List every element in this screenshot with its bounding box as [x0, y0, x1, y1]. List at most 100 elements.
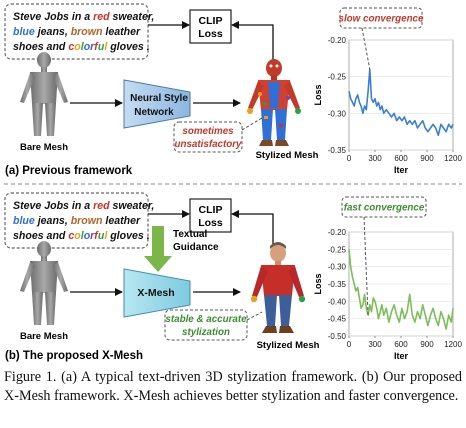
- y-tick-label: -0.20: [328, 228, 347, 237]
- prompt-word: Steve Jobs in a: [13, 200, 93, 212]
- xmesh-label: X-Mesh: [137, 287, 174, 299]
- x-tick-label: 900: [420, 340, 434, 349]
- y-tick-label: -0.30: [328, 263, 347, 272]
- x-tick-label: 0: [347, 154, 352, 163]
- xmesh-network-b: [123, 268, 191, 318]
- x-tick-label: 300: [368, 154, 382, 163]
- prompt-word: blue: [13, 26, 35, 38]
- x-axis-label: Iter: [394, 351, 409, 361]
- note-box-a: [173, 121, 243, 153]
- x-axis-label: Iter: [394, 165, 409, 175]
- prompt-word: blue: [13, 215, 35, 227]
- x-tick-label: 1200: [444, 340, 462, 349]
- prompt-word: shoes and: [13, 230, 68, 242]
- stylized-mesh-label-a: Stylized Mesh: [256, 150, 319, 161]
- bare-mesh-label-b: Bare Mesh: [20, 331, 68, 342]
- prompt-word: shoes and: [13, 41, 68, 53]
- convergence-annotation-box: [341, 196, 427, 218]
- prompt-word: c: [68, 230, 74, 242]
- y-tick-label: -0.45: [328, 315, 347, 324]
- x-tick-label: 600: [394, 340, 408, 349]
- loss-label-b: Loss: [198, 217, 223, 229]
- x-tick-label: 1200: [444, 154, 462, 163]
- y-tick-label: -0.20: [328, 36, 347, 45]
- clip-loss-box-a: [189, 9, 232, 44]
- loss-chart-b: -0.20 -0.25 -0.30 -0.35 -0.40 -0.45 -0.500 300 6…: [313, 196, 462, 361]
- stylized-mesh-figure-a: [247, 59, 301, 146]
- bare-mesh-figure-b: [20, 241, 68, 325]
- figure-caption: Figure 1. (a) A typical text-driven 3D s…: [4, 369, 462, 404]
- x-tick-label: 0: [347, 340, 352, 349]
- arrow-mesh-to-clip-a: [231, 21, 274, 62]
- bare-mesh-label-a: Bare Mesh: [20, 142, 68, 153]
- x-tick-label: 600: [394, 154, 408, 163]
- prompt-word: l: [104, 230, 108, 242]
- y-tick-label: -0.25: [328, 73, 347, 82]
- prompt-word: o: [84, 230, 91, 242]
- y-axis-label: Loss: [313, 273, 323, 294]
- y-tick-label: -0.35: [328, 280, 347, 289]
- arrow-mesh-to-clip-b: [231, 210, 274, 248]
- guidance-label-line1: Textual: [173, 229, 207, 240]
- textual-guidance-arrow: [144, 226, 172, 272]
- prompt-word: f: [94, 41, 99, 53]
- prompt-word: o: [84, 41, 91, 53]
- panel-label-b: (b) The proposed X-Mesh: [5, 350, 143, 362]
- guidance-label-line2: Guidance: [173, 242, 219, 253]
- prompt-word: sweater,: [110, 11, 155, 23]
- prompt-word: c: [68, 41, 74, 53]
- panel-a: Steve Jobs in a red sweater, blue jeans,…: [4, 3, 319, 177]
- prompt-word: l: [104, 41, 108, 53]
- note-line1-b: stable & accurate: [165, 314, 247, 325]
- network-label-line1-a: Neural Style: [130, 93, 188, 104]
- prompt-word: leather: [102, 215, 141, 227]
- panel-label-a: (a) Previous framework: [5, 165, 133, 177]
- prompt-word: leather: [102, 26, 141, 38]
- neural-style-network-a: [123, 79, 191, 129]
- prompt-word: Steve Jobs in a: [13, 11, 93, 23]
- x-tick-label: 300: [368, 340, 382, 349]
- prompt-word: brown: [71, 26, 103, 38]
- y-tick-label: -0.35: [328, 146, 347, 155]
- prompt-word: gloves .: [107, 230, 149, 242]
- prompt-word: gloves .: [107, 41, 149, 53]
- note-pointer-b: [246, 311, 263, 321]
- prompt-word: red: [93, 11, 110, 23]
- convergence-annotation-text: slow convergence: [339, 14, 424, 25]
- annotation-pointer: [361, 27, 371, 70]
- prompt-word: red: [93, 200, 110, 212]
- prompt-box-a: [4, 3, 149, 60]
- y-tick-label: -0.30: [328, 109, 347, 118]
- prompt-word: u: [98, 41, 105, 53]
- prompt-word: o: [74, 41, 81, 53]
- y-tick-label: -0.40: [328, 297, 347, 306]
- note-line2-b: stylization: [182, 327, 230, 338]
- network-label-line2-a: Network: [134, 107, 174, 118]
- note-line2-a: unsatisfactory: [175, 139, 243, 150]
- note-pointer-a: [241, 117, 263, 131]
- clip-label-b: CLIP: [199, 204, 223, 216]
- y-tick-label: -0.25: [328, 245, 347, 254]
- prompt-word: jeans,: [35, 215, 71, 227]
- convergence-annotation-box: [339, 7, 423, 29]
- loss-series-line: [348, 249, 454, 330]
- note-box-b: [164, 309, 248, 341]
- prompt-text-a: Steve Jobs in a red sweater, blue jeans,…: [13, 11, 157, 53]
- prompt-word: l: [81, 230, 85, 242]
- note-line1-a: sometimes: [182, 126, 234, 137]
- loss-chart-a: -0.20 -0.25 -0.30 -0.350 300 600 900 1200 Iter Lo…: [313, 7, 462, 175]
- bare-mesh-figure-a: [20, 52, 68, 136]
- prompt-word: r: [90, 230, 95, 242]
- y-axis-label: Loss: [313, 84, 323, 105]
- convergence-annotation-text: fast convergence: [344, 203, 425, 214]
- prompt-word: o: [74, 230, 81, 242]
- loss-label-a: Loss: [198, 28, 223, 40]
- stylized-mesh-label-b: Stylized Mesh: [257, 340, 320, 351]
- loss-series-line: [348, 68, 454, 137]
- x-tick-label: 900: [420, 154, 434, 163]
- prompt-word: brown: [71, 215, 103, 227]
- plot-area: [348, 39, 454, 151]
- prompt-box-b: [4, 192, 149, 249]
- panel-b: Steve Jobs in a red sweater, blue jeans,…: [4, 192, 320, 362]
